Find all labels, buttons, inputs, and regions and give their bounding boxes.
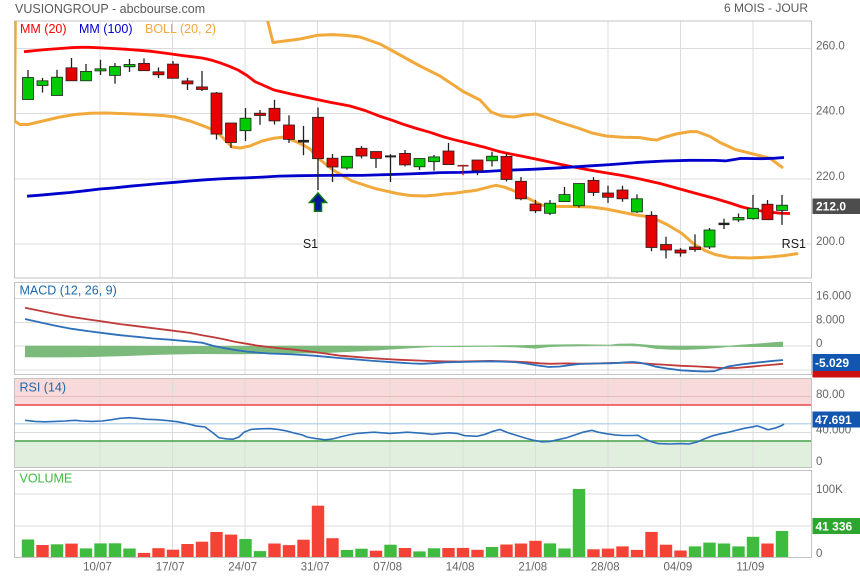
svg-text:100K: 100K bbox=[816, 484, 843, 496]
svg-text:07/08: 07/08 bbox=[373, 562, 402, 574]
svg-text:220.0: 220.0 bbox=[816, 171, 845, 183]
svg-text:VUSIONGROUP - abcbourse.com: VUSIONGROUP - abcbourse.com bbox=[15, 2, 205, 16]
svg-text:260.0: 260.0 bbox=[816, 40, 845, 52]
svg-text:212.0: 212.0 bbox=[816, 200, 846, 214]
svg-text:VOLUME: VOLUME bbox=[20, 472, 73, 486]
svg-text:14/08: 14/08 bbox=[446, 562, 475, 574]
svg-text:BOLL (20, 2): BOLL (20, 2) bbox=[145, 22, 216, 36]
svg-text:6 MOIS - JOUR: 6 MOIS - JOUR bbox=[724, 1, 808, 15]
svg-text:21/08: 21/08 bbox=[518, 562, 547, 574]
svg-text:MACD (12, 26, 9): MACD (12, 26, 9) bbox=[20, 284, 117, 298]
svg-text:8.000: 8.000 bbox=[816, 314, 845, 326]
svg-text:S1: S1 bbox=[303, 237, 318, 251]
svg-text:17/07: 17/07 bbox=[156, 562, 185, 574]
svg-text:RSI (14): RSI (14) bbox=[20, 381, 67, 395]
svg-text:RS1: RS1 bbox=[782, 237, 806, 251]
svg-text:16.000: 16.000 bbox=[816, 291, 851, 303]
svg-text:41 336: 41 336 bbox=[816, 520, 853, 534]
svg-text:-5.029: -5.029 bbox=[815, 356, 849, 370]
svg-text:31/07: 31/07 bbox=[301, 562, 330, 574]
svg-text:10/07: 10/07 bbox=[83, 562, 112, 574]
svg-text:200.0: 200.0 bbox=[816, 236, 845, 248]
svg-text:240.0: 240.0 bbox=[816, 105, 845, 117]
svg-text:28/08: 28/08 bbox=[591, 562, 620, 574]
svg-text:0: 0 bbox=[816, 338, 822, 350]
svg-text:0: 0 bbox=[816, 456, 822, 468]
svg-text:MM (20): MM (20) bbox=[20, 22, 67, 36]
svg-text:11/09: 11/09 bbox=[736, 562, 764, 574]
svg-text:0: 0 bbox=[816, 548, 822, 560]
svg-text:80.00: 80.00 bbox=[816, 389, 845, 401]
svg-text:24/07: 24/07 bbox=[228, 562, 257, 574]
svg-text:47.691: 47.691 bbox=[815, 413, 852, 427]
svg-text:MM (100): MM (100) bbox=[79, 22, 132, 36]
svg-text:04/09: 04/09 bbox=[664, 562, 693, 574]
